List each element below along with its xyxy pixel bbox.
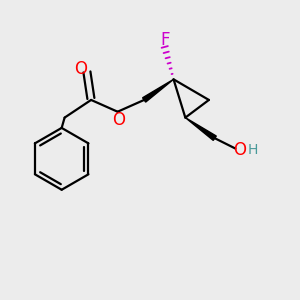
Text: O: O	[112, 111, 125, 129]
Text: F: F	[160, 32, 169, 50]
Text: O: O	[74, 60, 87, 78]
Polygon shape	[142, 79, 174, 102]
Text: O: O	[233, 141, 246, 159]
Polygon shape	[185, 118, 216, 140]
Text: H: H	[248, 143, 258, 157]
